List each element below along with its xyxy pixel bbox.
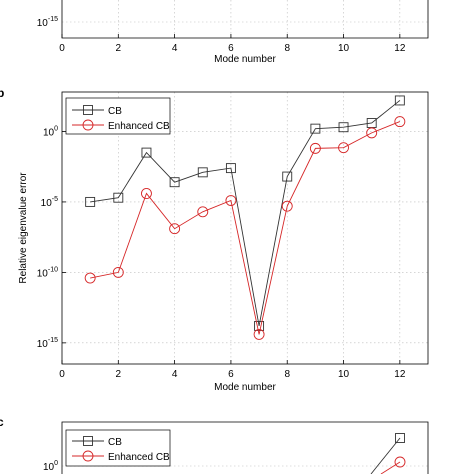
bottom-legend: CB Enhanced CB [65, 429, 171, 467]
bottom-cb-marker [395, 433, 405, 443]
middle-frame [61, 91, 429, 365]
cb-point [254, 320, 265, 331]
cb-point [282, 171, 293, 182]
middle-legend: CB Enhanced CB [65, 97, 171, 135]
top-x-tick-label: 12 [394, 43, 406, 54]
middle-y-ticks: 100 10-5 10-10 10-15 [37, 125, 66, 350]
enhanced-cb-point [84, 272, 96, 284]
middle-y-tick-label: 10-15 [37, 337, 58, 350]
middle-x-tick-label: 0 [59, 369, 65, 380]
bottom-legend-enhanced-marker [82, 450, 94, 462]
middle-x-tick-label: 4 [172, 369, 178, 380]
middle-series [84, 95, 406, 340]
middle-y-tick-label: 10-5 [41, 196, 58, 209]
cb-point [338, 122, 349, 133]
cb-point [225, 163, 236, 174]
cb-point [310, 123, 321, 134]
middle-x-tick-label: 8 [284, 369, 290, 380]
legend-enhanced-marker [82, 119, 94, 131]
panel-letter-b: b [0, 86, 4, 100]
middle-x-tick-label: 10 [338, 369, 350, 380]
top-x-axis-label: Mode number [214, 54, 276, 65]
bottom-ytick-label: 100 [43, 460, 58, 473]
cb-point [197, 167, 208, 178]
enhanced-cb-point [309, 142, 321, 154]
enhanced-cb-point [394, 116, 406, 128]
series-line-enhanced-cb [90, 121, 401, 335]
enhanced-cb-point [253, 328, 265, 340]
middle-y-tick-label: 10-10 [37, 266, 58, 279]
middle-x-ticks: 0 2 4 6 8 10 12 [59, 360, 406, 380]
legend-cb-marker [83, 105, 93, 115]
top-x-tick-label: 2 [116, 43, 122, 54]
enhanced-cb-point [225, 195, 237, 206]
legend-enhanced-label: Enhanced CB [108, 121, 170, 132]
panel-letter-c: c [0, 415, 4, 429]
middle-x-tick-label: 6 [228, 369, 234, 380]
middle-x-tick-label: 2 [116, 369, 122, 380]
enhanced-cb-point [366, 127, 378, 139]
bottom-cb-line [370, 437, 401, 474]
bottom-legend-cb-label: CB [108, 437, 122, 448]
enhanced-cb-point [169, 223, 181, 235]
bottom-legend-cb-marker [83, 436, 93, 446]
top-x-tick-label: 8 [284, 43, 290, 54]
middle-x-axis-label: Mode number [214, 382, 276, 393]
top-x-tick-label: 0 [59, 43, 65, 54]
bottom-panel: 100 CB Enhanced CB [43, 421, 429, 474]
top-x-tick-label: 10 [338, 43, 350, 54]
middle-x-tick-label: 12 [394, 369, 406, 380]
middle-y-tick-label: 100 [43, 125, 58, 138]
top-x-tick-label: 6 [228, 43, 234, 54]
bottom-enhanced-line [380, 461, 401, 474]
cb-point [169, 177, 180, 188]
top-x-ticks: 0 2 4 6 8 10 12 [59, 0, 406, 54]
enhanced-cb-point [281, 200, 293, 212]
bottom-legend-box [65, 429, 171, 467]
legend-cb-label: CB [108, 106, 122, 117]
top-panel: 10-15 0 2 4 6 8 10 12 Mode number b [0, 0, 429, 100]
bottom-frame [61, 421, 429, 474]
top-frame [61, 0, 429, 39]
cb-point [113, 192, 124, 203]
cb-point [85, 196, 96, 207]
cb-point [394, 95, 405, 106]
middle-legend-box [65, 97, 171, 135]
bottom-legend-enhanced-label: Enhanced CB [108, 452, 170, 463]
top-ytick-label: 10-15 [37, 16, 58, 29]
cb-point [141, 147, 152, 158]
enhanced-cb-point [197, 206, 209, 218]
middle-y-axis-label: Relative eigenvalue error [18, 172, 29, 284]
enhanced-cb-point [112, 266, 124, 278]
enhanced-cb-point [141, 188, 152, 199]
top-x-tick-label: 4 [172, 43, 178, 54]
enhanced-cb-point [338, 142, 349, 154]
bottom-enhanced-marker [394, 456, 406, 468]
